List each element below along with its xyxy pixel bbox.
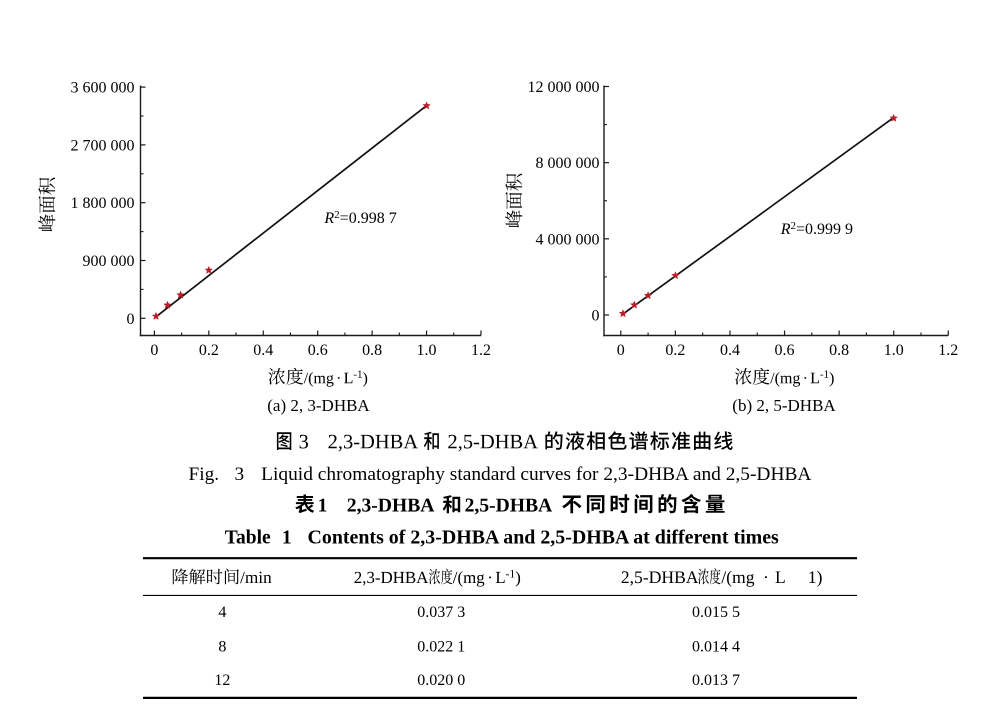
svg-text:0.8: 0.8 (829, 342, 849, 359)
svg-text:R2=0.999 9: R2=0.999 9 (780, 220, 853, 238)
svg-text:0: 0 (592, 308, 600, 325)
svg-text:900 000: 900 000 (83, 253, 135, 270)
svg-text:R2=0.998 7: R2=0.998 7 (323, 209, 396, 227)
svg-text:1.2: 1.2 (938, 342, 958, 359)
svg-text:12 000 000: 12 000 000 (528, 79, 600, 96)
svg-text:0.6: 0.6 (308, 342, 328, 359)
svg-text:0.015 5: 0.015 5 (692, 604, 740, 621)
svg-text:8: 8 (218, 639, 226, 656)
svg-text:1: 1 (282, 528, 292, 549)
svg-text:4 000 000: 4 000 000 (536, 231, 600, 248)
svg-text:Fig.: Fig. (189, 464, 220, 485)
svg-text:0.6: 0.6 (775, 342, 795, 359)
svg-text:3: 3 (234, 464, 244, 485)
svg-text:0.8: 0.8 (362, 342, 382, 359)
svg-text:3 600 000: 3 600 000 (71, 80, 135, 97)
svg-text:1.2: 1.2 (471, 342, 491, 359)
svg-text:0: 0 (127, 311, 135, 328)
svg-text:0.037 3: 0.037 3 (417, 604, 465, 621)
svg-text:0.4: 0.4 (720, 342, 740, 359)
svg-text:0.020 0: 0.020 0 (417, 672, 465, 689)
svg-text:12: 12 (214, 672, 230, 689)
svg-text:1.0: 1.0 (417, 342, 437, 359)
svg-text:1 800 000: 1 800 000 (71, 195, 135, 212)
svg-text:0.022 1: 0.022 1 (417, 639, 465, 656)
svg-text:0.013 7: 0.013 7 (692, 672, 740, 689)
svg-text:4: 4 (218, 604, 226, 621)
svg-text:8 000 000: 8 000 000 (536, 155, 600, 172)
svg-text:(b) 2, 5-DHBA: (b) 2, 5-DHBA (732, 396, 836, 415)
svg-text:Contents of 2,3-DHBA and 2,5-D: Contents of 2,3-DHBA and 2,5-DHBA at dif… (308, 527, 780, 549)
svg-text:Table: Table (225, 528, 271, 549)
svg-text:0.2: 0.2 (665, 342, 685, 359)
svg-text:0.014 4: 0.014 4 (692, 639, 740, 656)
svg-text:0.2: 0.2 (199, 342, 219, 359)
svg-text:0.4: 0.4 (253, 342, 273, 359)
svg-text:0: 0 (150, 342, 158, 359)
svg-text:(a) 2, 3-DHBA: (a) 2, 3-DHBA (267, 396, 370, 415)
svg-text:Liquid chromatography standard: Liquid chromatography standard curves fo… (261, 464, 811, 485)
svg-text:0: 0 (617, 342, 625, 359)
svg-text:1.0: 1.0 (884, 342, 904, 359)
svg-text:2 700 000: 2 700 000 (71, 137, 135, 154)
